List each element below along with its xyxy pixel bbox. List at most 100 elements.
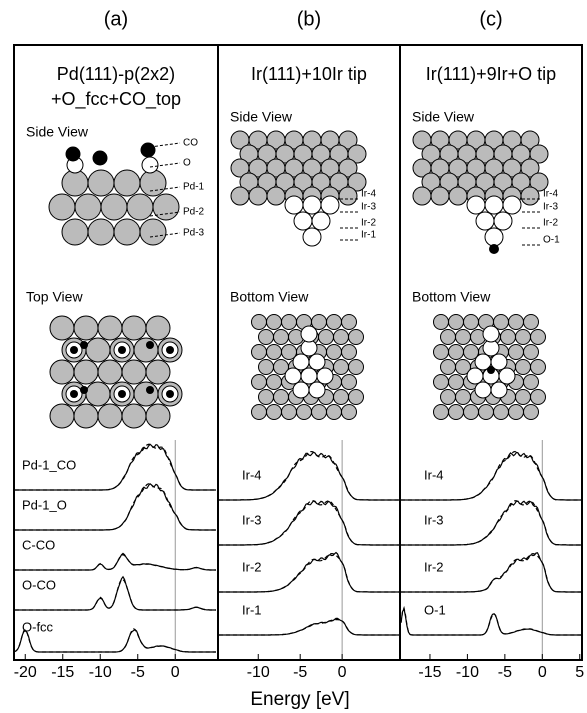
atom bbox=[297, 405, 312, 420]
atom bbox=[140, 170, 166, 196]
atom bbox=[449, 375, 464, 390]
atom bbox=[114, 219, 140, 245]
atom bbox=[88, 219, 114, 245]
x-tick-label: -15 bbox=[51, 664, 74, 681]
view-label: Side View bbox=[26, 124, 89, 140]
x-tick-label: -5 bbox=[131, 664, 145, 681]
atom bbox=[140, 219, 166, 245]
atom bbox=[267, 345, 282, 360]
atom bbox=[285, 368, 301, 384]
atom bbox=[309, 382, 325, 398]
atom bbox=[301, 326, 317, 342]
atom bbox=[122, 404, 146, 428]
atom bbox=[294, 212, 312, 230]
atom bbox=[249, 187, 267, 205]
side-label: Pd-1 bbox=[183, 182, 205, 193]
x-tick-label: 0 bbox=[538, 664, 547, 681]
atom bbox=[312, 212, 330, 230]
atom bbox=[62, 219, 88, 245]
atom bbox=[342, 315, 357, 330]
atom bbox=[74, 316, 98, 340]
x-tick-label: 0 bbox=[171, 664, 180, 681]
atom bbox=[252, 315, 267, 330]
atom bbox=[74, 360, 98, 384]
atom bbox=[342, 375, 357, 390]
curve-label: Ir-4 bbox=[242, 467, 262, 482]
atom bbox=[231, 187, 249, 205]
atom bbox=[342, 405, 357, 420]
atom bbox=[146, 316, 170, 340]
atom bbox=[153, 194, 179, 220]
figure: Energy [eV] (a) Pd(111)-p(2x2) +O_fcc+CO_t… bbox=[0, 0, 587, 713]
x-tick-label: 5 bbox=[575, 664, 584, 681]
atom bbox=[494, 405, 509, 420]
atom bbox=[441, 330, 456, 345]
side-label: Pd-3 bbox=[183, 228, 205, 239]
atom bbox=[319, 330, 334, 345]
curve-label: Ir-2 bbox=[242, 559, 262, 574]
view-label: Bottom View bbox=[230, 289, 309, 305]
atom bbox=[524, 345, 539, 360]
atom bbox=[327, 345, 342, 360]
atom bbox=[441, 360, 456, 375]
panel-label: (b) bbox=[297, 8, 321, 30]
view-label: Bottom View bbox=[412, 289, 491, 305]
atom bbox=[122, 316, 146, 340]
atom bbox=[312, 405, 327, 420]
atom bbox=[516, 360, 531, 375]
atom bbox=[293, 354, 309, 370]
atom bbox=[75, 194, 101, 220]
panel-title: +O_fcc+CO_top bbox=[51, 89, 181, 110]
x-tick-label: -10 bbox=[456, 664, 479, 681]
side-label: Ir-1 bbox=[361, 230, 376, 241]
atom bbox=[524, 405, 539, 420]
atom bbox=[146, 404, 170, 428]
atom bbox=[349, 360, 364, 375]
atom bbox=[309, 354, 325, 370]
curve-label: Ir-2 bbox=[424, 559, 444, 574]
o-atom bbox=[80, 341, 88, 349]
atom bbox=[303, 196, 321, 214]
atom bbox=[50, 316, 74, 340]
atom bbox=[282, 315, 297, 330]
atom bbox=[342, 345, 357, 360]
side-label: Ir-4 bbox=[361, 189, 376, 200]
atom bbox=[449, 187, 467, 205]
atom bbox=[467, 196, 485, 214]
atom bbox=[134, 338, 158, 362]
x-axis-label: Energy [eV] bbox=[250, 689, 349, 710]
side-label: Ir-3 bbox=[361, 202, 376, 213]
curve-label: O-fcc bbox=[22, 619, 54, 634]
atom bbox=[531, 390, 546, 405]
ring bbox=[166, 390, 174, 398]
atom bbox=[321, 196, 339, 214]
atom bbox=[141, 143, 155, 157]
x-tick-label: -5 bbox=[498, 664, 512, 681]
atom bbox=[49, 194, 75, 220]
atom bbox=[509, 405, 524, 420]
atom bbox=[524, 375, 539, 390]
atom bbox=[509, 315, 524, 330]
panel-label: (c) bbox=[479, 8, 502, 30]
x-tick-label: -10 bbox=[89, 664, 112, 681]
atom bbox=[485, 228, 503, 246]
atom bbox=[464, 405, 479, 420]
ring bbox=[118, 346, 126, 354]
atom bbox=[259, 330, 274, 345]
dos-curve bbox=[15, 553, 216, 570]
o-atom bbox=[489, 244, 499, 254]
atom bbox=[93, 151, 107, 165]
atom bbox=[285, 196, 303, 214]
x-tick-label: -10 bbox=[247, 664, 270, 681]
panel-label: (a) bbox=[104, 8, 128, 30]
panel-title: Pd(111)-p(2x2) bbox=[57, 64, 175, 84]
atom bbox=[339, 187, 357, 205]
atom bbox=[456, 330, 471, 345]
atom bbox=[50, 404, 74, 428]
side-label: Ir-4 bbox=[543, 189, 558, 200]
dos-curve-dashed bbox=[15, 555, 216, 570]
atom bbox=[467, 368, 483, 384]
atom bbox=[252, 345, 267, 360]
atom bbox=[267, 405, 282, 420]
atom bbox=[434, 375, 449, 390]
